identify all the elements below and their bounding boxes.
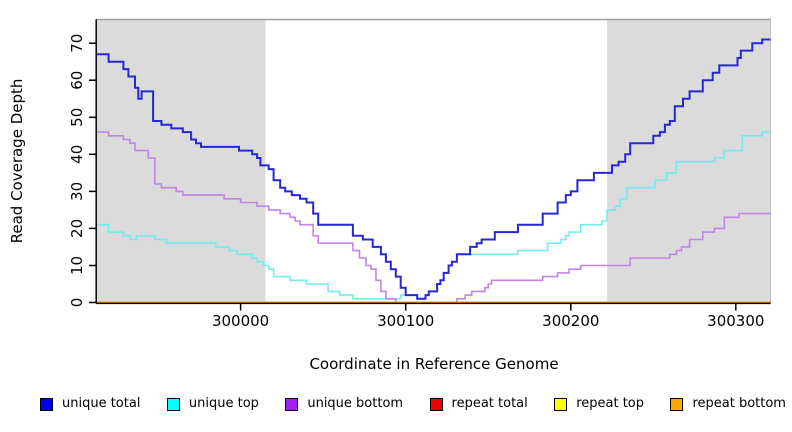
series-unique-total (97, 38, 771, 300)
legend-item-repeat-bottom: repeat bottom (670, 396, 786, 412)
legend-label: unique bottom (307, 396, 404, 411)
shaded-region (97, 19, 266, 304)
y-tick-label: 50 (68, 108, 86, 127)
legend-swatch-unique-bottom (285, 397, 299, 411)
x-tick-label: 300000 (212, 312, 269, 330)
legend-swatch-unique-top (166, 397, 180, 411)
legend-swatch-unique-total (40, 397, 53, 411)
y-axis-title: Read Coverage Depth (8, 78, 26, 244)
y-tick-label: 70 (68, 34, 86, 53)
series-unique-bottom (97, 131, 771, 304)
legend-label: repeat total (451, 396, 528, 411)
legend-item-unique-top: unique top (166, 396, 259, 412)
legend-label: repeat top (576, 396, 644, 411)
y-tick-label: 0 (68, 298, 86, 308)
legend-label: repeat bottom (692, 396, 786, 411)
x-tick-label: 300200 (542, 312, 599, 330)
legend-item-repeat-top: repeat top (554, 396, 644, 412)
x-tick-label: 300100 (377, 312, 434, 330)
legend-label: unique top (188, 396, 259, 411)
y-tick-label: 10 (68, 256, 86, 275)
legend-item-repeat-total: repeat total (429, 396, 528, 412)
x-axis-title: Coordinate in Reference Genome (309, 355, 559, 373)
y-tick-label: 40 (68, 145, 86, 164)
legend-item-unique-bottom: unique bottom (285, 396, 403, 412)
legend-swatch-repeat-total (429, 397, 443, 411)
y-tick-label: 30 (68, 182, 86, 201)
y-tick-label: 60 (68, 71, 86, 90)
legend: unique total unique top unique bottom repea… (40, 396, 786, 412)
legend-label: unique total (62, 396, 141, 411)
y-tick-label: 20 (68, 219, 86, 238)
legend-item-unique-total: unique total (40, 396, 140, 412)
legend-swatch-repeat-bottom (670, 397, 684, 411)
plot-svg: 0 10 20 30 40 50 60 70 300000 300100 300200 300300 (68, 18, 771, 330)
legend-swatch-repeat-top (554, 397, 568, 411)
x-tick-label: 300300 (707, 312, 764, 330)
